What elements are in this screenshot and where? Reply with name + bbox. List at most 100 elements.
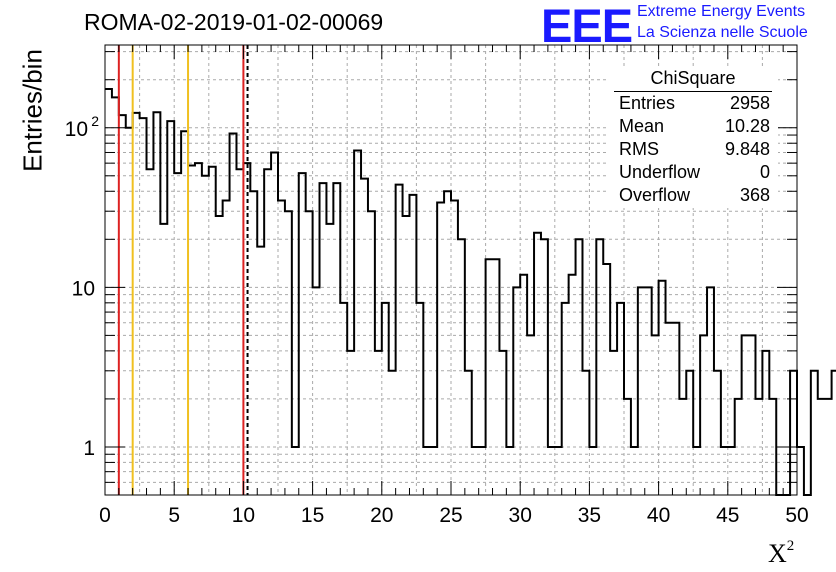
x-tick-label: 40 xyxy=(647,504,670,527)
y-axis-label: Entries/bin xyxy=(17,49,48,172)
axis-ticks xyxy=(104,45,798,496)
histogram-bin xyxy=(451,201,458,495)
x-tick-label: 45 xyxy=(716,504,739,527)
histogram-bin xyxy=(306,211,313,495)
grid-lines xyxy=(104,45,798,496)
histogram-bin xyxy=(126,128,133,495)
histogram-bin xyxy=(313,287,320,495)
histogram-bin xyxy=(285,211,292,495)
histogram-bin xyxy=(541,239,548,495)
histogram-bin xyxy=(513,287,520,495)
x-tick-label: 20 xyxy=(370,504,393,527)
histogram-bin xyxy=(610,351,617,495)
histogram-bin xyxy=(818,399,825,495)
histogram-bin xyxy=(762,351,769,495)
histogram-bin xyxy=(409,195,416,495)
histogram-bin xyxy=(499,351,506,495)
eee-logo: EEE xyxy=(541,0,633,52)
x-tick-label: 25 xyxy=(439,504,462,527)
x-tick-label: 30 xyxy=(509,504,532,527)
stats-label: RMS xyxy=(619,139,659,159)
histogram-bin xyxy=(223,201,230,495)
histogram-bin xyxy=(666,323,673,495)
histogram-bin xyxy=(347,351,354,495)
histogram-bin xyxy=(188,166,195,495)
logo-tagline-2: La Scienza nelle Scuole xyxy=(637,24,808,41)
histogram-bin xyxy=(333,183,340,495)
histogram-bin xyxy=(167,121,174,495)
histogram-bin xyxy=(825,399,832,495)
stats-label: Overflow xyxy=(619,185,691,205)
histogram-bin xyxy=(790,371,797,495)
stats-value: 10.28 xyxy=(724,116,770,136)
plot-title: ROMA-02-2019-01-02-00069 xyxy=(84,9,384,35)
histogram-bin xyxy=(181,131,188,495)
y-tick-label-exponent: 2 xyxy=(91,113,99,129)
histogram-bin xyxy=(638,287,645,495)
x-tick-label: 0 xyxy=(99,504,111,527)
x-tick-label: 35 xyxy=(578,504,601,527)
marker-lines xyxy=(117,45,249,495)
histogram-bin xyxy=(264,169,271,495)
histogram-bin xyxy=(147,169,154,495)
histogram-bin xyxy=(527,335,534,495)
histogram-bin xyxy=(119,115,126,495)
histogram-bin xyxy=(153,112,160,495)
histogram-bin xyxy=(133,113,140,495)
histogram-bin xyxy=(437,203,444,495)
histogram-bin xyxy=(230,134,237,495)
stats-label: Underflow xyxy=(619,162,701,182)
stats-value: 9.848 xyxy=(724,139,770,159)
histogram-series-step xyxy=(105,87,836,496)
histogram-series xyxy=(105,87,836,496)
histogram-bin xyxy=(596,239,603,495)
histogram-bin xyxy=(811,371,818,495)
histogram-bin xyxy=(396,185,403,495)
logo-tagline-1: Extreme Energy Events xyxy=(637,3,806,20)
histogram-bin xyxy=(652,335,659,495)
histogram-bin xyxy=(714,371,721,495)
histogram-bin xyxy=(112,97,119,495)
x-tick-label: 10 xyxy=(232,504,255,527)
y-tick-label: 10 xyxy=(65,118,88,141)
histogram-bin xyxy=(582,371,589,495)
histogram-bin xyxy=(403,216,410,495)
stats-divider xyxy=(614,91,772,92)
histogram-bin xyxy=(389,371,396,495)
x-tick-label: 50 xyxy=(785,504,808,527)
histogram-bin xyxy=(707,287,714,495)
stats-value: 0 xyxy=(759,162,770,182)
histogram-bin xyxy=(250,191,257,495)
histogram-bin xyxy=(444,191,451,495)
y-tick-label: 10 xyxy=(72,277,95,300)
x-axis-label-exp: 2 xyxy=(786,538,795,554)
histogram-bin xyxy=(195,163,202,495)
x-axis-label-chi: X xyxy=(768,539,787,568)
histogram-bin xyxy=(749,335,756,495)
histogram-bin xyxy=(320,183,327,495)
histogram-bin xyxy=(700,335,707,495)
histogram-bin xyxy=(368,211,375,495)
stats-box: ChiSquare Entries 2958 Mean 10.28 RMS 9.… xyxy=(608,68,778,208)
histogram-bin xyxy=(672,323,679,495)
histogram-bin xyxy=(645,287,652,495)
histogram-bin xyxy=(209,167,216,495)
histogram-bin xyxy=(140,118,147,495)
x-tick-label: 5 xyxy=(168,504,180,527)
histogram-bin xyxy=(603,264,610,495)
histogram-bin xyxy=(216,216,223,495)
x-tick-label: 15 xyxy=(301,504,324,527)
histogram-bin xyxy=(534,233,541,495)
stats-title: ChiSquare xyxy=(650,68,736,88)
histogram-bin xyxy=(797,447,804,495)
stats-value: 2958 xyxy=(729,93,770,113)
histogram-bin xyxy=(465,371,472,495)
histogram-bin xyxy=(236,169,243,495)
y-tick-label: 1 xyxy=(83,437,95,460)
histogram-bin xyxy=(361,179,368,495)
stats-label: Mean xyxy=(619,116,665,136)
histogram-bin xyxy=(742,335,749,495)
histogram-bin xyxy=(458,239,465,495)
